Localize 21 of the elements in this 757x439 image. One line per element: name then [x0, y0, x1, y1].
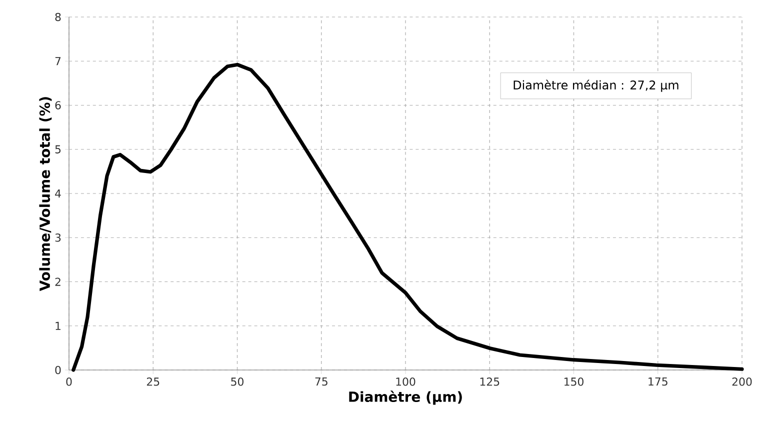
y-tick-label: 4 [55, 190, 61, 198]
x-tick-label: 200 [732, 378, 752, 386]
y-tick-label: 0 [55, 366, 61, 374]
y-tick-label: 5 [55, 145, 61, 154]
x-tick-label: 150 [564, 378, 584, 386]
x-tick-label: 0 [66, 378, 72, 386]
y-tick-label: 3 [55, 233, 61, 242]
x-tick-label: 125 [480, 378, 500, 386]
y-tick-label: 7 [55, 57, 61, 66]
annotation: Diamètre médian : 27,2 µm [514, 80, 678, 92]
x-tick-label: 100 [396, 378, 416, 386]
x-tick-label: 75 [315, 378, 328, 386]
y-tick-label: 1 [56, 322, 60, 330]
y-tick-label: 8 [55, 12, 61, 22]
y-tick-label: 2 [55, 278, 60, 286]
x-tick-label: 175 [648, 378, 668, 386]
y-axis-title: Volume/Volume total (%) [39, 97, 52, 292]
x-tick-label: 50 [231, 378, 244, 386]
x-axis-title: Diamètre (µm) [349, 390, 462, 405]
y-tick-label: 6 [55, 101, 61, 110]
x-tick-label: 25 [146, 378, 160, 386]
